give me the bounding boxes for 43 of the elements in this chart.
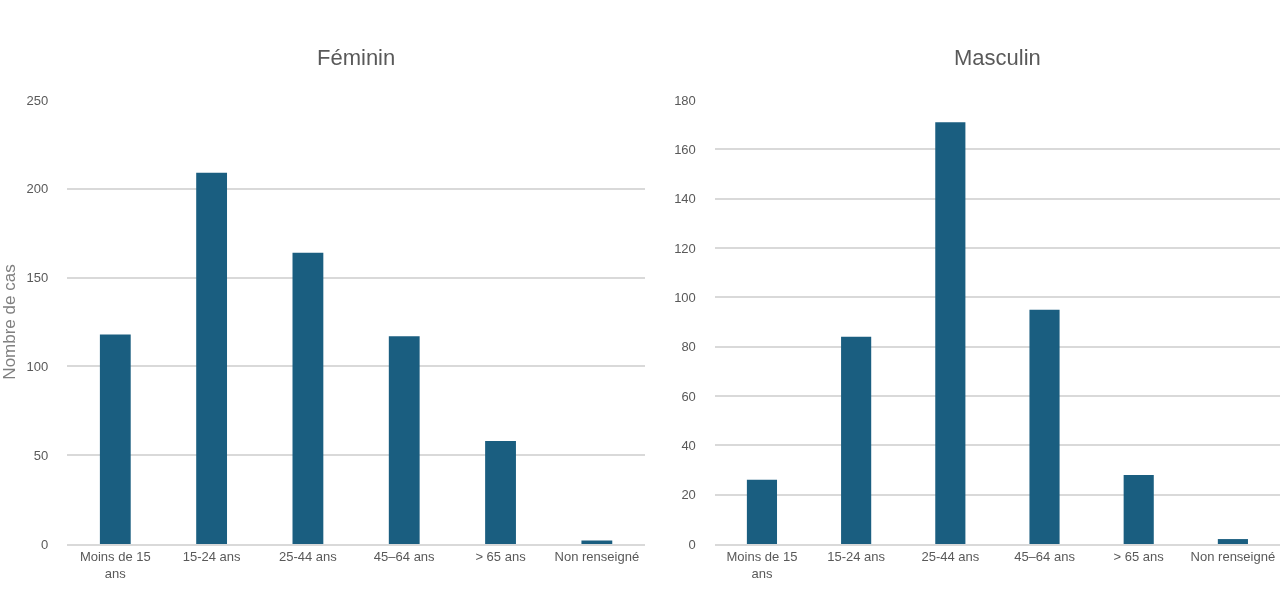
bar <box>581 540 613 544</box>
y-tick-label: 100 <box>674 289 696 305</box>
chart-title: Féminin <box>317 45 396 70</box>
y-tick-label: 180 <box>674 92 696 108</box>
bar <box>485 440 516 544</box>
y-tick-label: 20 <box>681 487 696 503</box>
bar <box>1217 539 1248 544</box>
y-tick-label: 50 <box>33 447 49 463</box>
x-tick-label: Non renseigné <box>554 549 640 565</box>
bar <box>196 172 228 544</box>
bar <box>1123 474 1154 544</box>
y-tick-label: 140 <box>674 191 696 207</box>
x-tick-label: 25-44 ans <box>921 549 980 565</box>
y-tick-label: 80 <box>681 339 696 355</box>
bar <box>746 479 778 544</box>
y-tick-label: 150 <box>26 270 49 286</box>
bar <box>1029 309 1060 544</box>
y-tick-label: 120 <box>674 240 696 256</box>
y-tick-label: 200 <box>26 181 49 197</box>
bar <box>99 334 131 544</box>
y-tick-label: 250 <box>26 92 49 108</box>
x-tick-label: > 65 ans <box>475 549 527 565</box>
y-tick-label: 160 <box>674 141 696 157</box>
x-tick-label: 25-44 ans <box>279 549 338 565</box>
x-tick-label: Non renseigné <box>1190 549 1276 565</box>
bar <box>388 336 420 544</box>
x-tick-label: 45–64 ans <box>373 549 436 565</box>
bar <box>292 252 324 544</box>
x-tick-label: Moins de 15 ans <box>79 549 151 582</box>
x-tick-label: 45–64 ans <box>1014 549 1076 565</box>
y-tick-label: 60 <box>681 388 696 404</box>
x-tick-label: > 65 ans <box>1113 549 1165 565</box>
y-tick-label: 100 <box>26 358 49 374</box>
bar <box>935 122 966 544</box>
y-tick-label: 0 <box>40 536 49 552</box>
bar <box>841 336 872 544</box>
y-tick-label: 0 <box>688 536 696 552</box>
x-tick-label: Moins de 15 ans <box>726 549 798 582</box>
x-tick-label: 15-24 ans <box>827 549 886 565</box>
chart-title: Masculin <box>954 45 1041 70</box>
y-tick-label: 40 <box>681 437 696 453</box>
x-tick-label: 15-24 ans <box>182 549 242 565</box>
y-axis-title: Nombre de cas <box>0 264 19 380</box>
